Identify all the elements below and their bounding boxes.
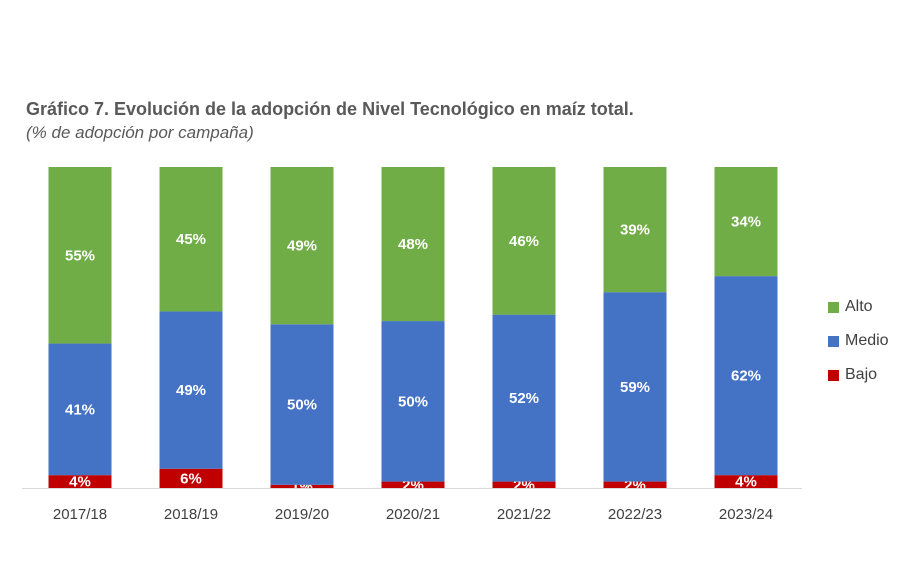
data-label-alto-6: 34% xyxy=(731,214,761,231)
bar-bajo-3 xyxy=(381,481,445,488)
bar-medio-0 xyxy=(48,343,112,476)
x-tick-label-2: 2019/20 xyxy=(275,506,329,523)
bar-bajo-2 xyxy=(270,484,334,488)
data-label-bajo-6: 4% xyxy=(735,474,757,491)
bar-alto-1 xyxy=(159,167,223,312)
data-label-alto-2: 49% xyxy=(287,238,317,255)
data-label-alto-4: 46% xyxy=(509,233,539,250)
legend-swatch-bajo xyxy=(828,369,839,381)
bar-medio-1 xyxy=(159,311,223,469)
bar-bajo-0 xyxy=(48,475,112,488)
bar-medio-4 xyxy=(492,314,556,482)
data-label-medio-2: 50% xyxy=(287,397,317,414)
x-tick-label-6: 2023/24 xyxy=(719,506,773,523)
chart-subtitle: (% de adopción por campaña) xyxy=(26,123,254,142)
data-label-medio-4: 52% xyxy=(509,390,539,407)
bar-alto-5 xyxy=(603,167,667,293)
bar-medio-6 xyxy=(714,276,778,476)
legend-label-bajo: Bajo xyxy=(845,366,878,383)
bar-bajo-6 xyxy=(714,475,778,488)
data-label-medio-3: 50% xyxy=(398,393,428,410)
legend-item-medio: Medio xyxy=(828,332,889,350)
x-tick-label-5: 2022/23 xyxy=(608,506,662,523)
bar-medio-5 xyxy=(603,292,667,482)
data-label-medio-6: 62% xyxy=(731,368,761,385)
data-label-bajo-0: 4% xyxy=(69,474,91,491)
data-label-medio-1: 49% xyxy=(176,382,206,399)
x-tick-label-4: 2021/22 xyxy=(497,506,551,523)
data-label-alto-1: 45% xyxy=(176,231,206,248)
bar-alto-3 xyxy=(381,167,445,322)
legend-swatch-medio xyxy=(828,335,839,347)
bar-medio-3 xyxy=(381,321,445,482)
legend-swatch-alto xyxy=(828,301,839,313)
bar-bajo-5 xyxy=(603,481,667,488)
bar-bajo-1 xyxy=(159,468,223,488)
bar-alto-2 xyxy=(270,167,334,325)
bar-medio-2 xyxy=(270,324,334,485)
bar-alto-0 xyxy=(48,167,112,344)
data-label-bajo-1: 6% xyxy=(180,470,202,487)
x-tick-label-3: 2020/21 xyxy=(386,506,440,523)
chart-title: Gráfico 7. Evolución de la adopción de N… xyxy=(26,99,634,119)
legend-label-alto: Alto xyxy=(845,298,873,315)
x-tick-label-0: 2017/18 xyxy=(53,506,107,523)
data-label-alto-0: 55% xyxy=(65,247,95,264)
bar-alto-6 xyxy=(714,167,778,277)
legend-item-alto: Alto xyxy=(828,298,889,316)
bar-alto-4 xyxy=(492,167,556,315)
bar-bajo-4 xyxy=(492,481,556,488)
legend: Alto Medio Bajo xyxy=(828,298,889,400)
data-label-medio-5: 59% xyxy=(620,379,650,396)
data-label-alto-3: 48% xyxy=(398,236,428,253)
data-label-alto-5: 39% xyxy=(620,222,650,239)
legend-item-bajo: Bajo xyxy=(828,366,889,384)
x-tick-label-1: 2018/19 xyxy=(164,506,218,523)
data-label-medio-0: 41% xyxy=(65,401,95,418)
legend-label-medio: Medio xyxy=(845,332,889,349)
